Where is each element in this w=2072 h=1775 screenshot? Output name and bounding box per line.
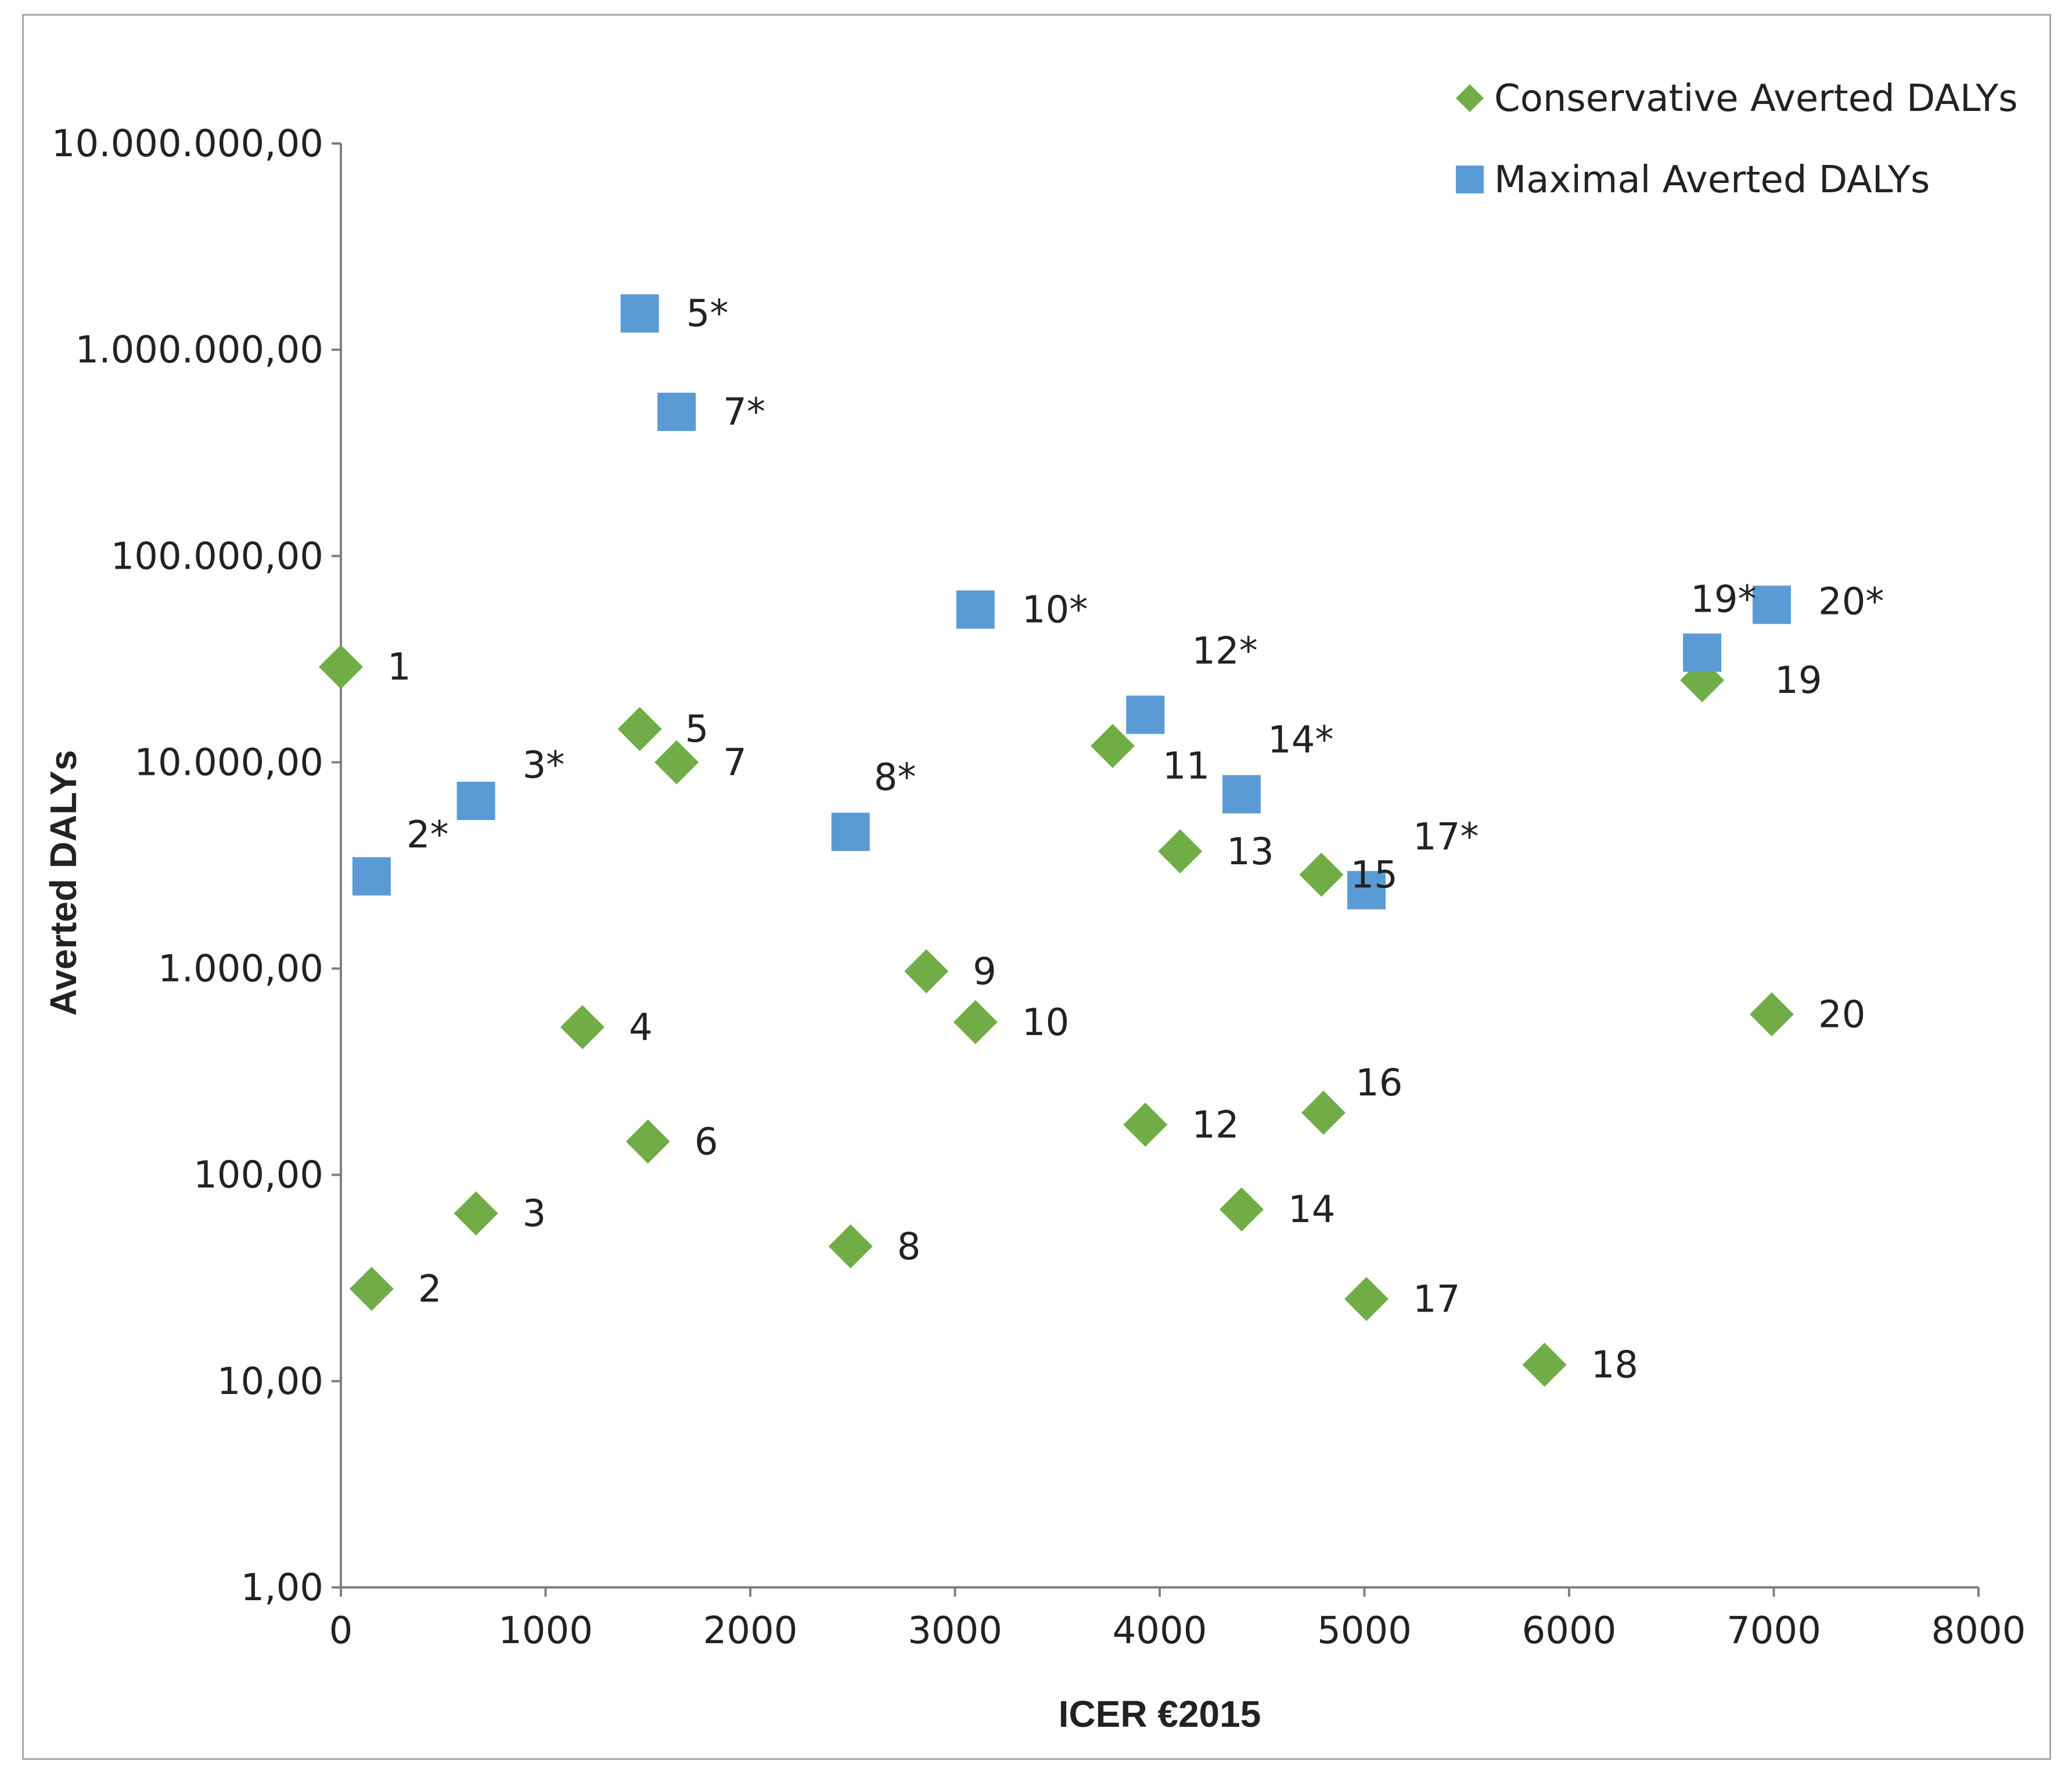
conservative-point-label: 10 <box>1022 1001 1069 1044</box>
maximal-point <box>1752 585 1791 624</box>
legend-label-conservative: Conservative Averted DALYs <box>1494 77 2018 120</box>
conservative-point <box>625 1119 670 1164</box>
x-tick-label: 1000 <box>498 1609 593 1652</box>
conservative-point <box>319 645 363 689</box>
conservative-point-label: 17 <box>1413 1278 1460 1321</box>
conservative-point <box>1090 724 1135 768</box>
conservative-point <box>1123 1102 1168 1147</box>
x-tick-label: 6000 <box>1522 1609 1617 1652</box>
y-tick-label: 10,00 <box>217 1360 323 1403</box>
x-tick-label: 8000 <box>1931 1609 2026 1652</box>
conservative-point <box>1220 1187 1264 1232</box>
maximal-point <box>1347 871 1386 910</box>
maximal-point-label: 14* <box>1268 718 1333 761</box>
chart-frame: 1,00 10,00 100,00 1.000,00 10.000,00 100.000,… <box>22 14 2051 1760</box>
maximal-point <box>956 590 995 629</box>
x-tick-label: 3000 <box>908 1609 1002 1652</box>
conservative-point-label: 9 <box>973 950 997 993</box>
legend-diamond-icon <box>1456 84 1484 112</box>
y-tick-label: 10.000.000,00 <box>52 123 323 166</box>
maximal-point-label: 17* <box>1413 816 1479 859</box>
maximal-point <box>456 781 495 820</box>
conservative-point-label: 15 <box>1350 854 1397 897</box>
scatter-chart: 1,00 10,00 100,00 1.000,00 10.000,00 100.000,… <box>42 77 2026 1735</box>
conservative-point-label: 4 <box>629 1006 653 1049</box>
x-tick-label: 4000 <box>1113 1609 1207 1652</box>
maximal-point <box>831 813 870 851</box>
conservative-point <box>454 1191 498 1236</box>
legend-label-maximal: Maximal Averted DALYs <box>1494 159 1930 202</box>
y-tick-label: 1.000,00 <box>158 948 323 991</box>
x-tick-label: 2000 <box>703 1609 798 1652</box>
conservative-point-label: 2 <box>418 1268 442 1311</box>
conservative-point-label: 5 <box>685 708 709 751</box>
ticks: 1,00 10,00 100,00 1.000,00 10.000,00 100.000,… <box>52 123 2026 1652</box>
y-tick-label: 10.000,00 <box>134 741 323 784</box>
conservative-point <box>828 1224 873 1269</box>
maximal-point-label: 19* <box>1690 579 1756 621</box>
conservative-point-label: 6 <box>695 1120 718 1163</box>
maximal-point-label: 2* <box>407 814 449 857</box>
maximal-point-label: 3* <box>523 744 565 787</box>
axes <box>340 143 1979 1589</box>
conservative-point-label: 16 <box>1355 1062 1402 1105</box>
maximal-point <box>1683 633 1722 672</box>
conservative-point-label: 8 <box>897 1226 921 1269</box>
conservative-point <box>904 949 949 994</box>
legend-item-conservative: Conservative Averted DALYs <box>1456 77 2018 120</box>
y-axis-title: Averted DALYs <box>42 750 84 1016</box>
conservative-point <box>349 1267 394 1312</box>
maximal-point-label: 12* <box>1192 630 1257 673</box>
data-points <box>319 294 1794 1387</box>
y-tick-label: 100.000,00 <box>111 535 323 578</box>
conservative-point-label: 11 <box>1163 745 1210 788</box>
legend-item-maximal: Maximal Averted DALYs <box>1456 159 1930 202</box>
conservative-point-label: 3 <box>523 1192 546 1235</box>
conservative-point <box>560 1005 605 1050</box>
maximal-point <box>657 393 696 432</box>
conservative-point-label: 18 <box>1591 1344 1638 1387</box>
conservative-point-label: 19 <box>1775 659 1822 702</box>
maximal-point-label: 10* <box>1022 588 1088 631</box>
legend-square-icon <box>1456 166 1484 193</box>
conservative-point <box>1522 1342 1567 1387</box>
x-axis-title: ICER €2015 <box>1059 1693 1261 1735</box>
conservative-point <box>953 1000 998 1044</box>
conservative-point <box>1299 853 1344 897</box>
conservative-point <box>1301 1090 1346 1135</box>
maximal-point-label: 20* <box>1818 580 1884 623</box>
maximal-point <box>1222 775 1261 814</box>
conservative-point <box>654 740 699 785</box>
maximal-point <box>620 294 659 333</box>
conservative-point <box>1344 1277 1389 1321</box>
x-tick-label: 0 <box>329 1609 353 1652</box>
conservative-point-label: 12 <box>1192 1104 1239 1147</box>
y-tick-label: 1,00 <box>241 1566 324 1609</box>
y-tick-label: 1.000.000,00 <box>75 329 324 372</box>
maximal-point-label: 5* <box>686 293 729 336</box>
maximal-point <box>1126 695 1165 734</box>
conservative-point <box>1749 992 1794 1037</box>
conservative-point-label: 13 <box>1226 831 1274 874</box>
conservative-point-label: 20 <box>1818 993 1865 1036</box>
conservative-point-label: 1 <box>387 646 411 689</box>
conservative-point <box>1158 829 1203 874</box>
maximal-point-label: 7* <box>723 391 765 434</box>
point-labels: 12345678910111213141516171819202*3*5*7*8… <box>387 293 1884 1387</box>
maximal-point <box>352 857 391 896</box>
conservative-point <box>617 707 662 752</box>
x-tick-label: 7000 <box>1726 1609 1821 1652</box>
x-tick-label: 5000 <box>1317 1609 1412 1652</box>
y-tick-label: 100,00 <box>193 1154 323 1197</box>
legend: Conservative Averted DALYs Maximal Avert… <box>1456 77 2018 202</box>
conservative-point-label: 7 <box>723 741 747 784</box>
conservative-point-label: 14 <box>1288 1188 1335 1231</box>
maximal-point-label: 8* <box>874 756 916 799</box>
